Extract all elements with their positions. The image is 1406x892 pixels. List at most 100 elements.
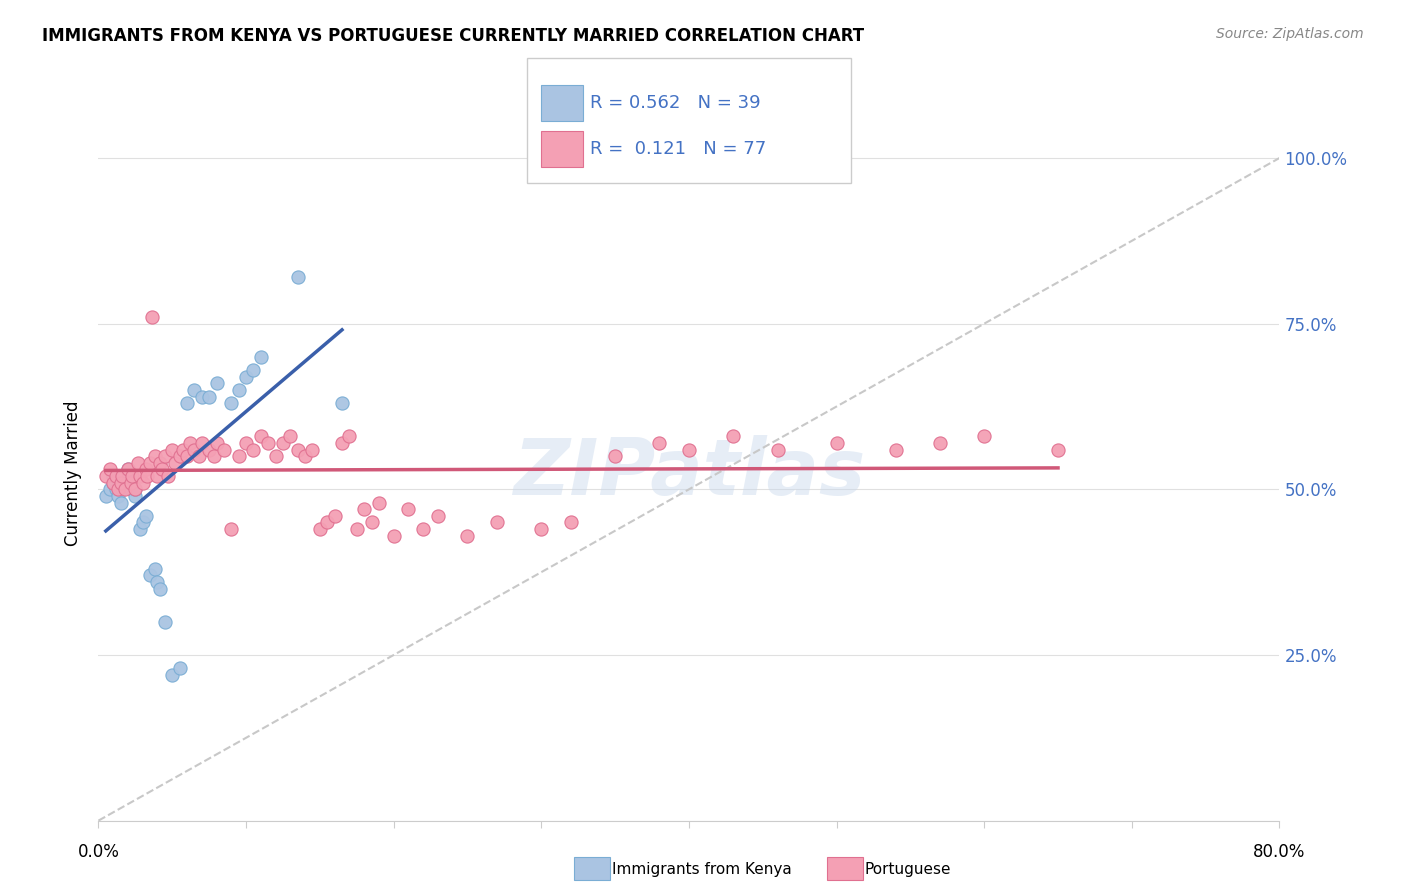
Point — [205, 376, 228, 391]
Point — [242, 363, 264, 377]
Point — [110, 475, 132, 490]
Point — [427, 508, 450, 523]
Point — [117, 469, 139, 483]
Point — [486, 516, 509, 530]
Point — [110, 495, 132, 509]
Point — [648, 436, 671, 450]
Point — [176, 396, 198, 410]
Point — [128, 469, 150, 483]
Point — [183, 383, 205, 397]
Point — [250, 350, 273, 364]
Point — [287, 442, 309, 457]
Point — [149, 582, 172, 596]
Point — [135, 508, 157, 523]
Point — [114, 469, 136, 483]
Point — [117, 462, 139, 476]
Point — [560, 516, 582, 530]
Point — [330, 396, 353, 410]
Point — [141, 310, 163, 324]
Point — [678, 442, 700, 457]
Point — [278, 429, 302, 443]
Text: Portuguese: Portuguese — [865, 863, 952, 877]
Point — [143, 562, 166, 576]
Point — [301, 442, 323, 457]
Y-axis label: Currently Married: Currently Married — [65, 400, 83, 546]
Point — [1046, 442, 1069, 457]
Point — [179, 436, 201, 450]
Point — [205, 436, 228, 450]
Point — [143, 449, 166, 463]
Point — [212, 442, 235, 457]
Point — [149, 456, 172, 470]
Point — [162, 668, 183, 682]
Point — [98, 483, 121, 497]
Point — [198, 390, 221, 404]
Point — [117, 462, 139, 476]
Point — [139, 456, 162, 470]
Point — [183, 442, 205, 457]
Point — [132, 475, 155, 490]
Point — [114, 483, 136, 497]
Point — [127, 456, 149, 470]
Point — [120, 483, 142, 497]
Text: 80.0%: 80.0% — [1253, 843, 1306, 861]
Point — [146, 575, 169, 590]
Point — [117, 475, 139, 490]
Point — [309, 522, 332, 536]
Point — [153, 449, 176, 463]
Point — [884, 442, 907, 457]
Point — [456, 529, 478, 543]
Point — [132, 516, 155, 530]
Point — [271, 436, 294, 450]
Point — [368, 495, 391, 509]
Text: R =  0.121   N = 77: R = 0.121 N = 77 — [591, 140, 766, 159]
Point — [120, 475, 142, 490]
Point — [235, 369, 257, 384]
Point — [294, 449, 316, 463]
Point — [825, 436, 848, 450]
Point — [250, 429, 273, 443]
Point — [162, 442, 183, 457]
Point — [139, 568, 162, 582]
Point — [124, 483, 146, 497]
Text: Immigrants from Kenya: Immigrants from Kenya — [612, 863, 792, 877]
Point — [105, 469, 128, 483]
Point — [323, 508, 346, 523]
Point — [219, 522, 242, 536]
Point — [124, 489, 146, 503]
Point — [330, 436, 353, 450]
Point — [176, 449, 198, 463]
Point — [346, 522, 368, 536]
Point — [172, 442, 194, 457]
Point — [120, 475, 142, 490]
Point — [156, 469, 179, 483]
Point — [235, 436, 257, 450]
Point — [228, 449, 250, 463]
Point — [136, 469, 159, 483]
Point — [191, 390, 214, 404]
Point — [169, 661, 191, 675]
Point — [128, 522, 150, 536]
Point — [264, 449, 287, 463]
Point — [105, 483, 128, 497]
Text: IMMIGRANTS FROM KENYA VS PORTUGUESE CURRENTLY MARRIED CORRELATION CHART: IMMIGRANTS FROM KENYA VS PORTUGUESE CURR… — [42, 27, 865, 45]
Point — [202, 449, 225, 463]
Point — [111, 483, 134, 497]
Point — [530, 522, 553, 536]
Point — [135, 462, 157, 476]
Point — [107, 483, 129, 497]
Point — [103, 475, 125, 490]
Point — [198, 442, 221, 457]
Point — [165, 456, 187, 470]
Text: R = 0.562   N = 39: R = 0.562 N = 39 — [591, 94, 761, 112]
Point — [187, 449, 209, 463]
Point — [219, 396, 242, 410]
Point — [121, 469, 143, 483]
Point — [928, 436, 950, 450]
Point — [146, 469, 169, 483]
Point — [723, 429, 745, 443]
Point — [191, 436, 214, 450]
Point — [228, 383, 250, 397]
Point — [766, 442, 789, 457]
Point — [339, 429, 360, 443]
